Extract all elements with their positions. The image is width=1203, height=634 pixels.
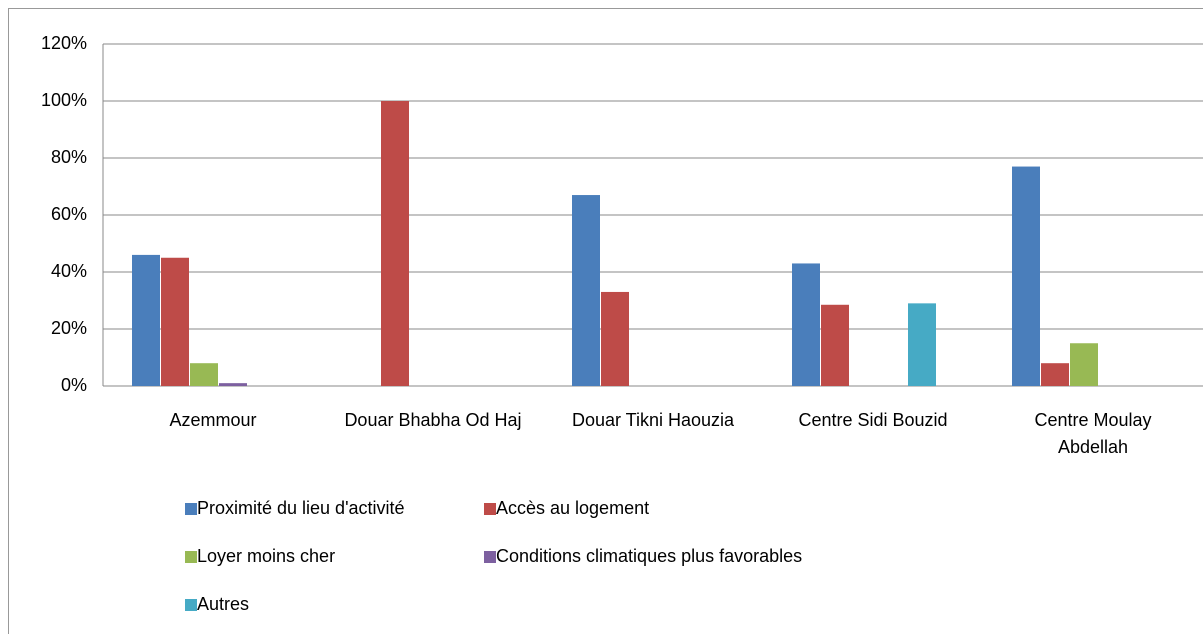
bar [161,257,189,386]
bar [601,291,629,386]
bar [190,363,218,386]
legend-swatch [185,551,197,563]
bar [219,383,247,386]
legend-label: Conditions climatiques plus favorables [496,546,802,566]
legend-label: Autres [197,594,249,614]
y-tick-label: 0% [61,375,87,395]
bar [132,254,160,386]
y-tick-label: 120% [41,33,87,53]
x-tick-label: Centre Sidi Bouzid [798,410,948,430]
y-tick-label: 40% [51,261,87,281]
legend-swatch [484,551,496,563]
bar [381,101,409,386]
y-tick-label: 80% [51,147,87,167]
legend-label: Proximité du lieu d'activité [197,498,405,518]
legend-label: Accès au logement [496,498,649,518]
legend-label: Loyer moins cher [197,546,335,566]
y-tick-label: 100% [41,90,87,110]
bar [572,195,600,386]
y-tick-label: 20% [51,318,87,338]
bar [908,303,936,386]
legend-swatch [185,503,197,515]
x-tick-label: Centre Moulay Abdellah [1034,410,1152,457]
bar [792,263,820,386]
legend-swatch [185,599,197,611]
x-tick-label: Azemmour [169,410,257,430]
x-tick-label: Douar Tikni Haouzia [571,410,735,430]
bar [1041,363,1069,386]
x-tick-label: Douar Bhabha Od Haj [344,410,522,430]
bar [1012,166,1040,386]
legend-swatch [484,503,496,515]
bar [1070,343,1098,386]
bar [821,304,849,386]
y-tick-label: 60% [51,204,87,224]
